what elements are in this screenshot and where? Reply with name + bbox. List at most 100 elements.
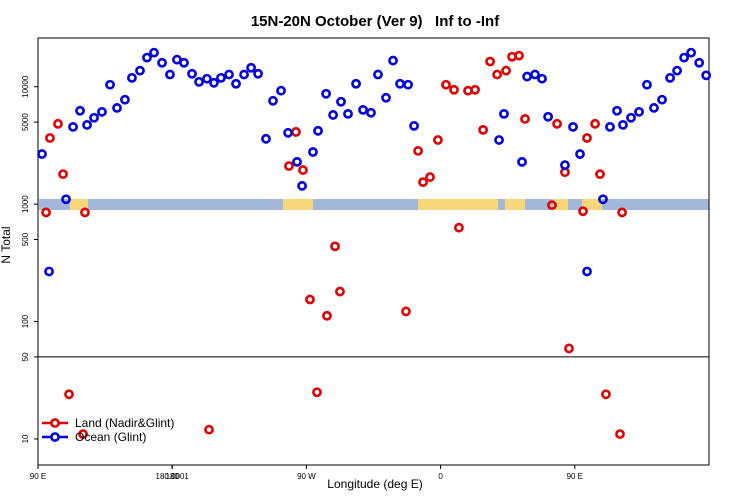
x-tick-label: 0 <box>438 472 443 481</box>
point <box>261 133 271 144</box>
point <box>135 65 145 76</box>
point <box>665 72 675 83</box>
point <box>403 79 413 90</box>
point <box>127 72 137 83</box>
point <box>520 114 530 124</box>
point <box>112 103 122 113</box>
y-tick-label: 100 <box>21 314 30 328</box>
point <box>373 69 383 80</box>
point <box>44 266 54 277</box>
point <box>564 343 574 354</box>
point <box>231 78 241 89</box>
point <box>45 133 55 143</box>
point <box>157 57 167 68</box>
point <box>657 94 667 105</box>
x-tick-label: 180.0001 <box>156 472 190 481</box>
point <box>582 133 592 143</box>
point <box>433 135 443 145</box>
x-tick-label: 90 W <box>297 472 316 481</box>
point <box>582 266 592 277</box>
point <box>78 429 88 439</box>
point <box>292 156 302 167</box>
point <box>351 78 361 89</box>
point <box>58 169 68 180</box>
point <box>499 108 509 119</box>
point <box>68 121 78 132</box>
point <box>454 222 464 233</box>
point <box>179 57 189 68</box>
y-tick-label: 1000 <box>21 195 30 213</box>
point <box>89 112 99 123</box>
point <box>634 106 644 117</box>
point <box>492 69 503 80</box>
point <box>204 424 214 435</box>
point <box>485 56 496 67</box>
x-tick-label: 90 E <box>30 472 46 481</box>
point <box>649 103 659 113</box>
point <box>418 177 428 188</box>
point <box>149 47 159 58</box>
point <box>312 387 322 398</box>
point <box>297 180 307 191</box>
x-tick-label: 90 E <box>567 472 583 481</box>
point <box>120 94 130 105</box>
point <box>322 310 332 321</box>
x-axis-label: Longitude (deg E) <box>327 477 422 491</box>
point <box>336 96 346 107</box>
y-tick-label: 10000 <box>21 75 30 98</box>
legend-marker <box>50 432 60 442</box>
point <box>291 127 301 137</box>
point <box>313 125 323 136</box>
point <box>358 104 368 115</box>
point <box>568 121 578 132</box>
point <box>268 95 278 106</box>
point <box>617 207 627 218</box>
point <box>494 135 504 145</box>
point <box>283 127 293 138</box>
point <box>53 118 63 129</box>
point <box>328 110 338 120</box>
point <box>470 84 480 95</box>
point <box>209 77 219 88</box>
point <box>64 389 74 400</box>
point <box>530 69 540 80</box>
point <box>626 112 636 123</box>
point <box>547 200 557 211</box>
point <box>276 85 286 96</box>
point <box>253 68 263 79</box>
plot-frame <box>37 37 710 466</box>
point <box>41 207 51 218</box>
point <box>330 241 340 252</box>
point <box>413 146 423 156</box>
point <box>522 71 532 82</box>
point <box>246 62 256 73</box>
point <box>612 105 622 116</box>
point <box>202 73 212 84</box>
point <box>194 76 204 87</box>
point <box>478 124 488 135</box>
point <box>80 207 90 218</box>
map-strip <box>39 199 709 210</box>
point <box>672 65 682 76</box>
point <box>618 119 628 130</box>
point <box>605 121 615 132</box>
point <box>366 107 376 118</box>
point <box>388 55 398 66</box>
point <box>449 84 459 95</box>
point <box>694 57 705 68</box>
point <box>441 79 451 90</box>
y-tick-label: 5000 <box>21 113 30 131</box>
point <box>321 88 331 99</box>
point <box>305 294 315 305</box>
point <box>224 69 234 80</box>
chart-title: 15N-20N October (Ver 9) Inf to -Inf <box>251 13 500 30</box>
legend-label: Ocean (Glint) <box>75 430 146 444</box>
point <box>284 161 294 171</box>
point <box>395 78 405 89</box>
point <box>165 69 175 80</box>
point <box>61 194 71 205</box>
y-tick-label: 50 <box>21 352 30 361</box>
point <box>595 169 605 180</box>
point <box>575 149 585 159</box>
point <box>105 79 115 90</box>
